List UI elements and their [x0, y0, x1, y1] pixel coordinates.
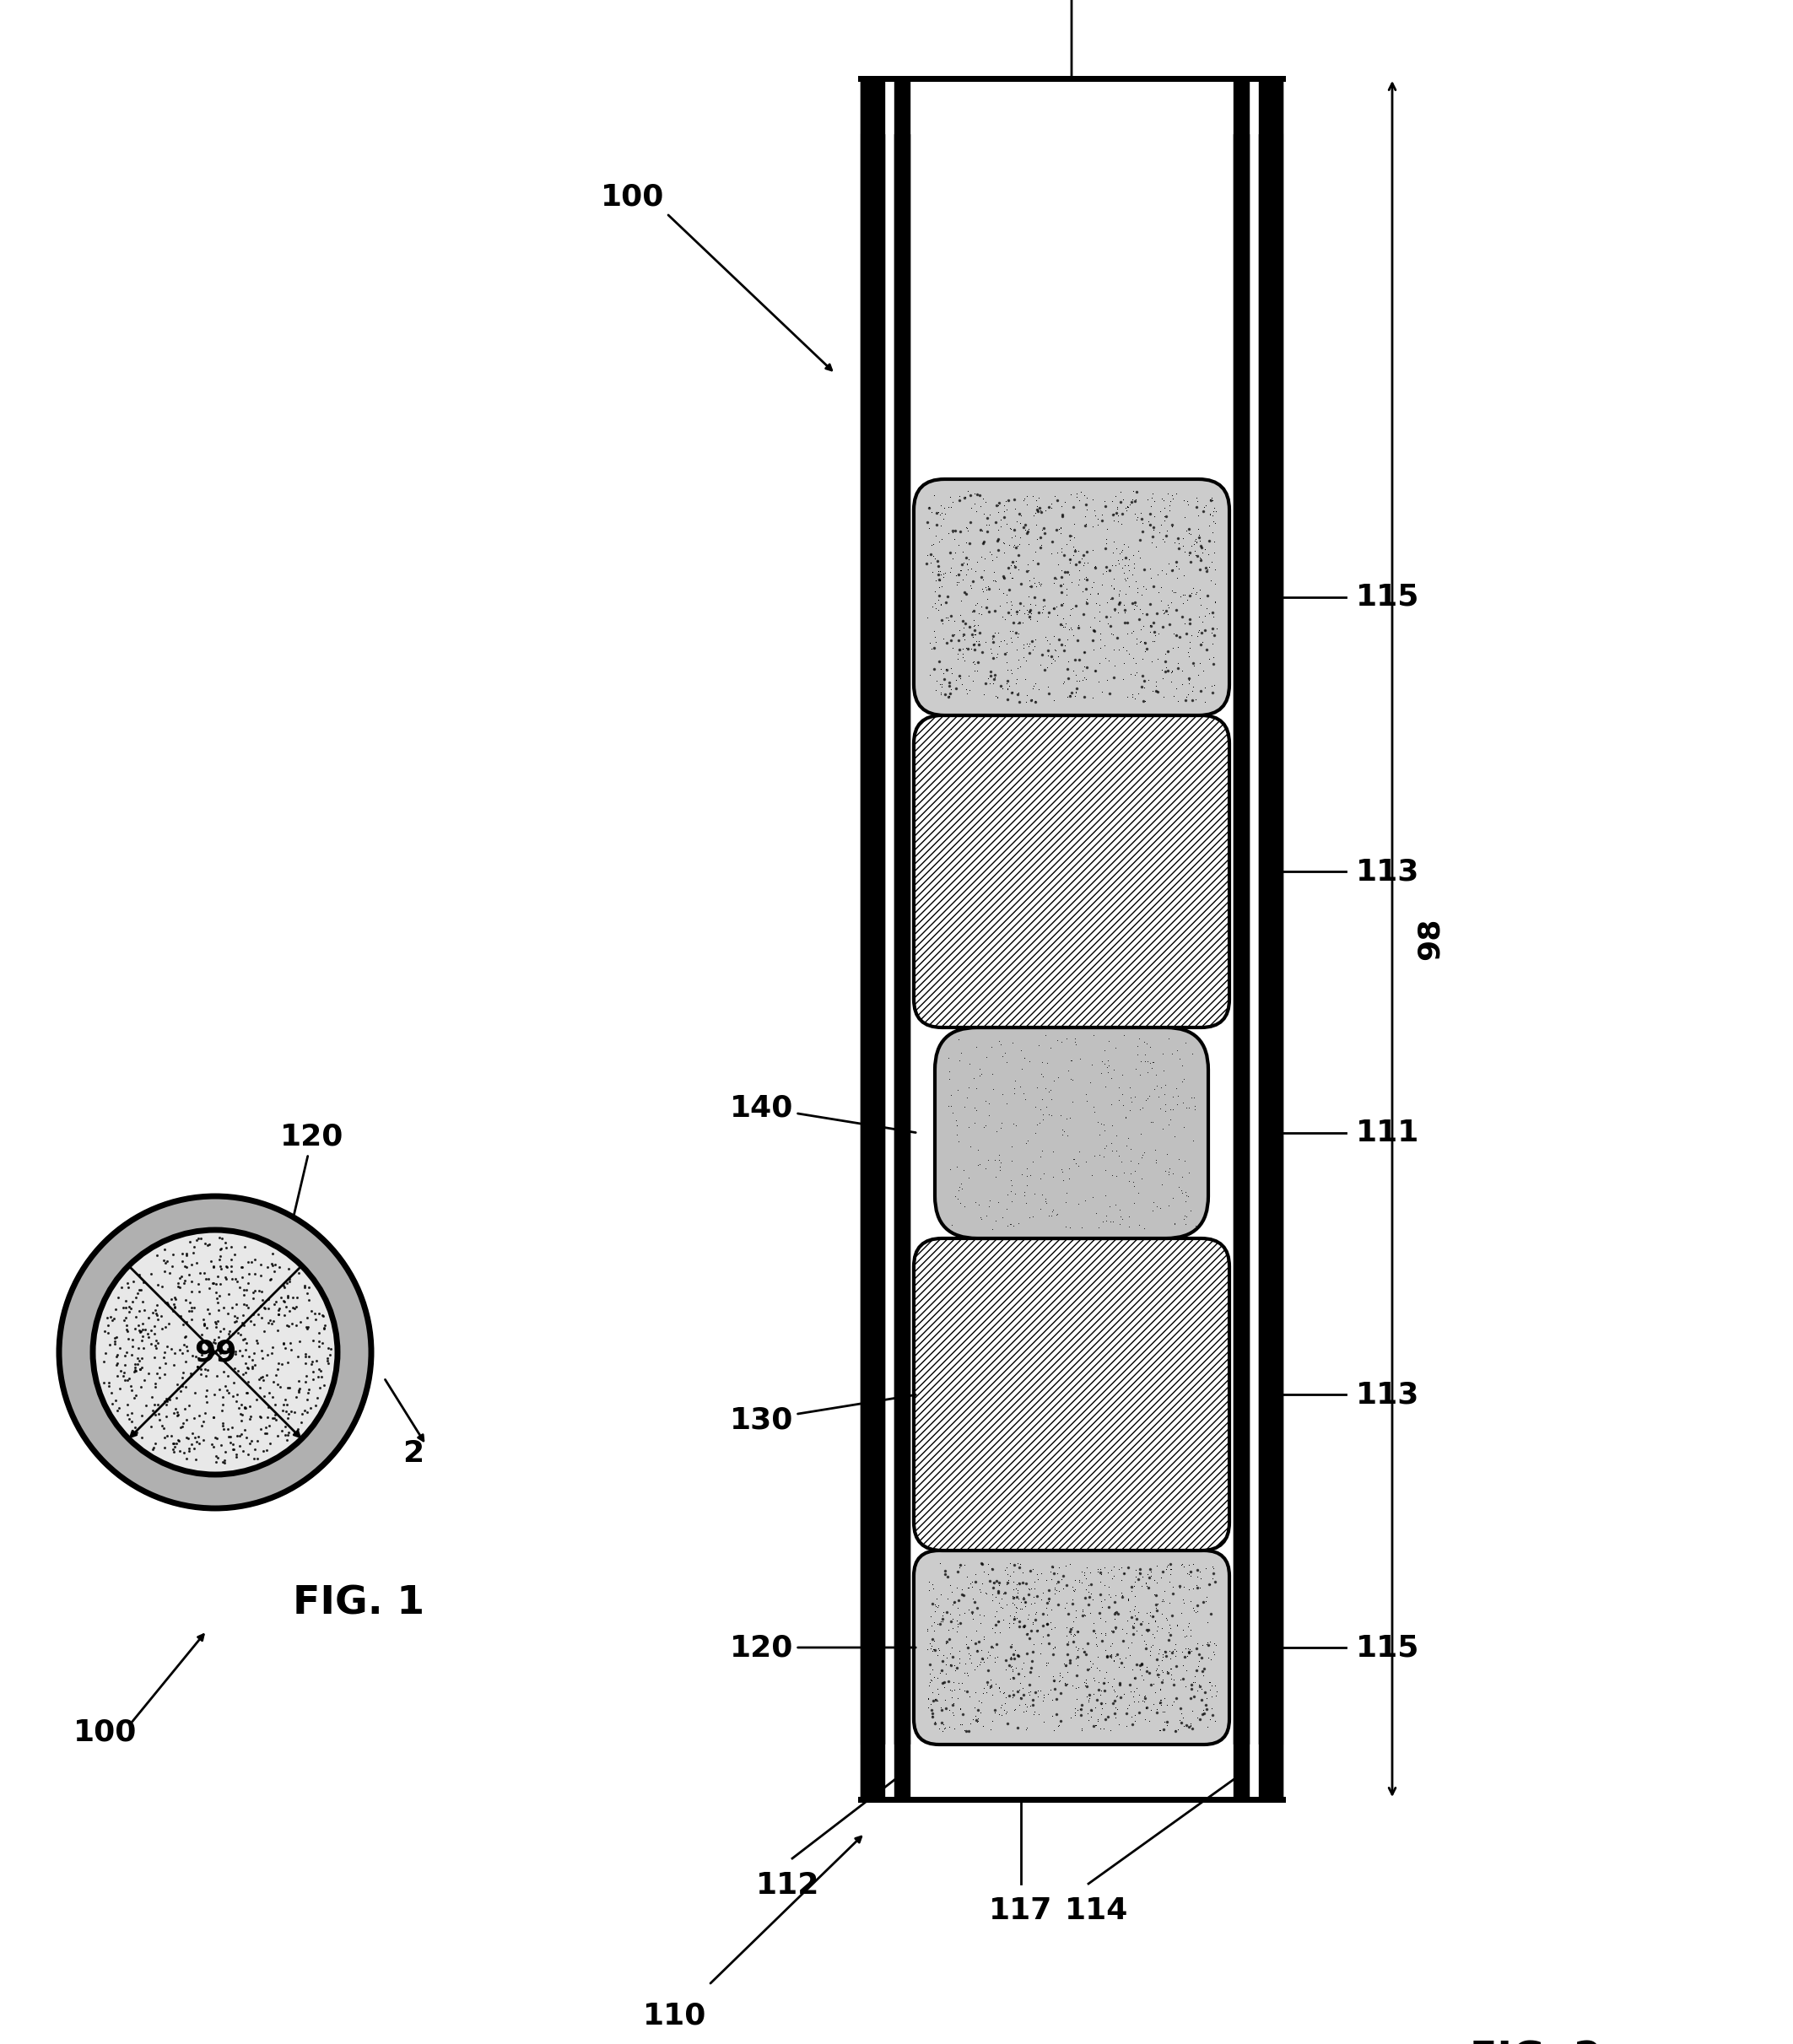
FancyBboxPatch shape	[914, 715, 1230, 1028]
Text: 114: 114	[1065, 1897, 1130, 1925]
Text: 120: 120	[730, 1633, 916, 1662]
Text: FIG. 2: FIG. 2	[1470, 2040, 1601, 2044]
Text: 140: 140	[730, 1094, 916, 1132]
Text: 98: 98	[1416, 918, 1445, 961]
Text: 2: 2	[403, 1439, 425, 1468]
Text: 110: 110	[644, 2001, 706, 2030]
Text: 99: 99	[194, 1339, 237, 1367]
Text: 115: 115	[1356, 1633, 1420, 1662]
FancyBboxPatch shape	[934, 1028, 1208, 1239]
Text: 113: 113	[1356, 1380, 1420, 1408]
FancyBboxPatch shape	[914, 478, 1230, 715]
Text: 113: 113	[1356, 856, 1420, 885]
Text: 111: 111	[1356, 1118, 1420, 1147]
FancyBboxPatch shape	[914, 1239, 1230, 1551]
Text: 130: 130	[730, 1394, 916, 1435]
Text: FIG. 1: FIG. 1	[292, 1584, 425, 1623]
Text: 115: 115	[1356, 583, 1420, 611]
Text: 116: 116	[1040, 0, 1103, 76]
Text: 100: 100	[74, 1717, 138, 1746]
Text: 117: 117	[990, 1897, 1052, 1925]
Text: 112: 112	[757, 1870, 819, 1899]
Text: 120: 120	[280, 1122, 344, 1216]
Text: 100: 100	[601, 182, 665, 211]
FancyBboxPatch shape	[914, 1551, 1230, 1744]
Circle shape	[59, 1196, 371, 1508]
Circle shape	[93, 1230, 337, 1474]
